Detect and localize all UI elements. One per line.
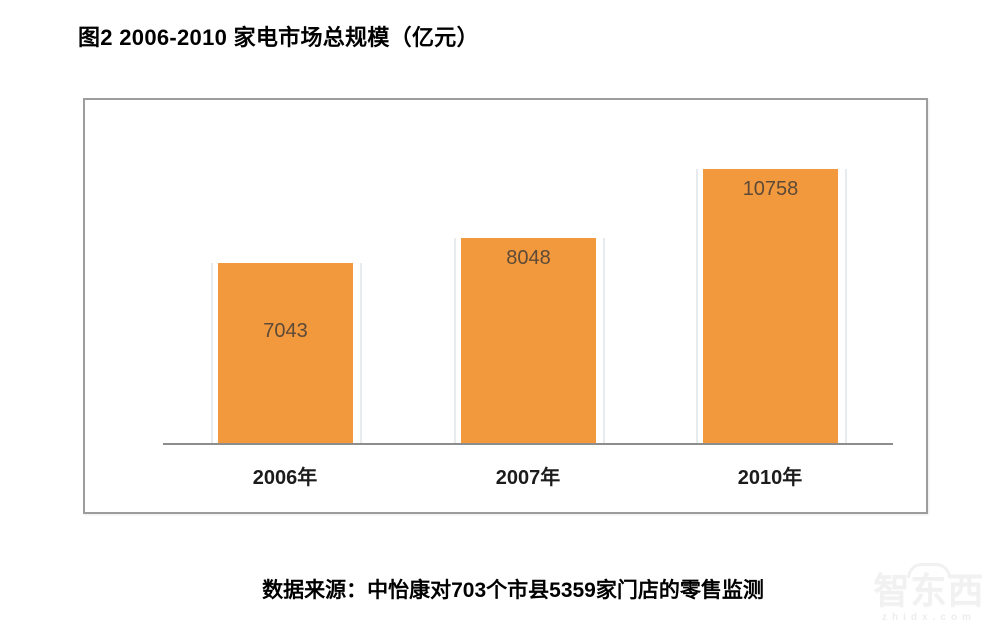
watermark-domain: zhidx.com: [882, 612, 976, 623]
bar-value-label: 8048: [506, 247, 551, 269]
bar-value-label: 10758: [742, 178, 799, 200]
data-source-note: 数据来源：中怡康对703个市县5359家门店的零售监测: [262, 579, 764, 602]
bar-value-label: 7043: [263, 320, 308, 342]
ghost-gridline: [454, 238, 456, 443]
x-axis-label: 2006年: [252, 467, 318, 489]
ghost-gridline: [696, 169, 698, 443]
chart-frame: 7043 2006年 8048 2007年 10758 2010年: [83, 98, 928, 514]
plot-area: 7043 2006年 8048 2007年 10758 2010年: [85, 100, 926, 512]
x-axis-line: [163, 443, 893, 445]
x-axis-label: 2010年: [737, 467, 803, 489]
ghost-gridline: [360, 263, 362, 443]
ghost-gridline: [211, 263, 213, 443]
watermark-brand: 智东西: [873, 570, 985, 611]
ghost-gridline: [845, 169, 847, 443]
watermark-arc-icon: [907, 563, 951, 578]
bar: 8048: [461, 238, 596, 443]
watermark-logo: 智东西 zhidx.com: [864, 563, 994, 623]
bar: 7043: [218, 263, 353, 443]
figure-title: 图2 2006-2010 家电市场总规模（亿元）: [78, 25, 479, 50]
bar: 10758: [703, 169, 838, 443]
x-axis-label: 2007年: [495, 467, 561, 489]
ghost-gridline: [603, 238, 605, 443]
